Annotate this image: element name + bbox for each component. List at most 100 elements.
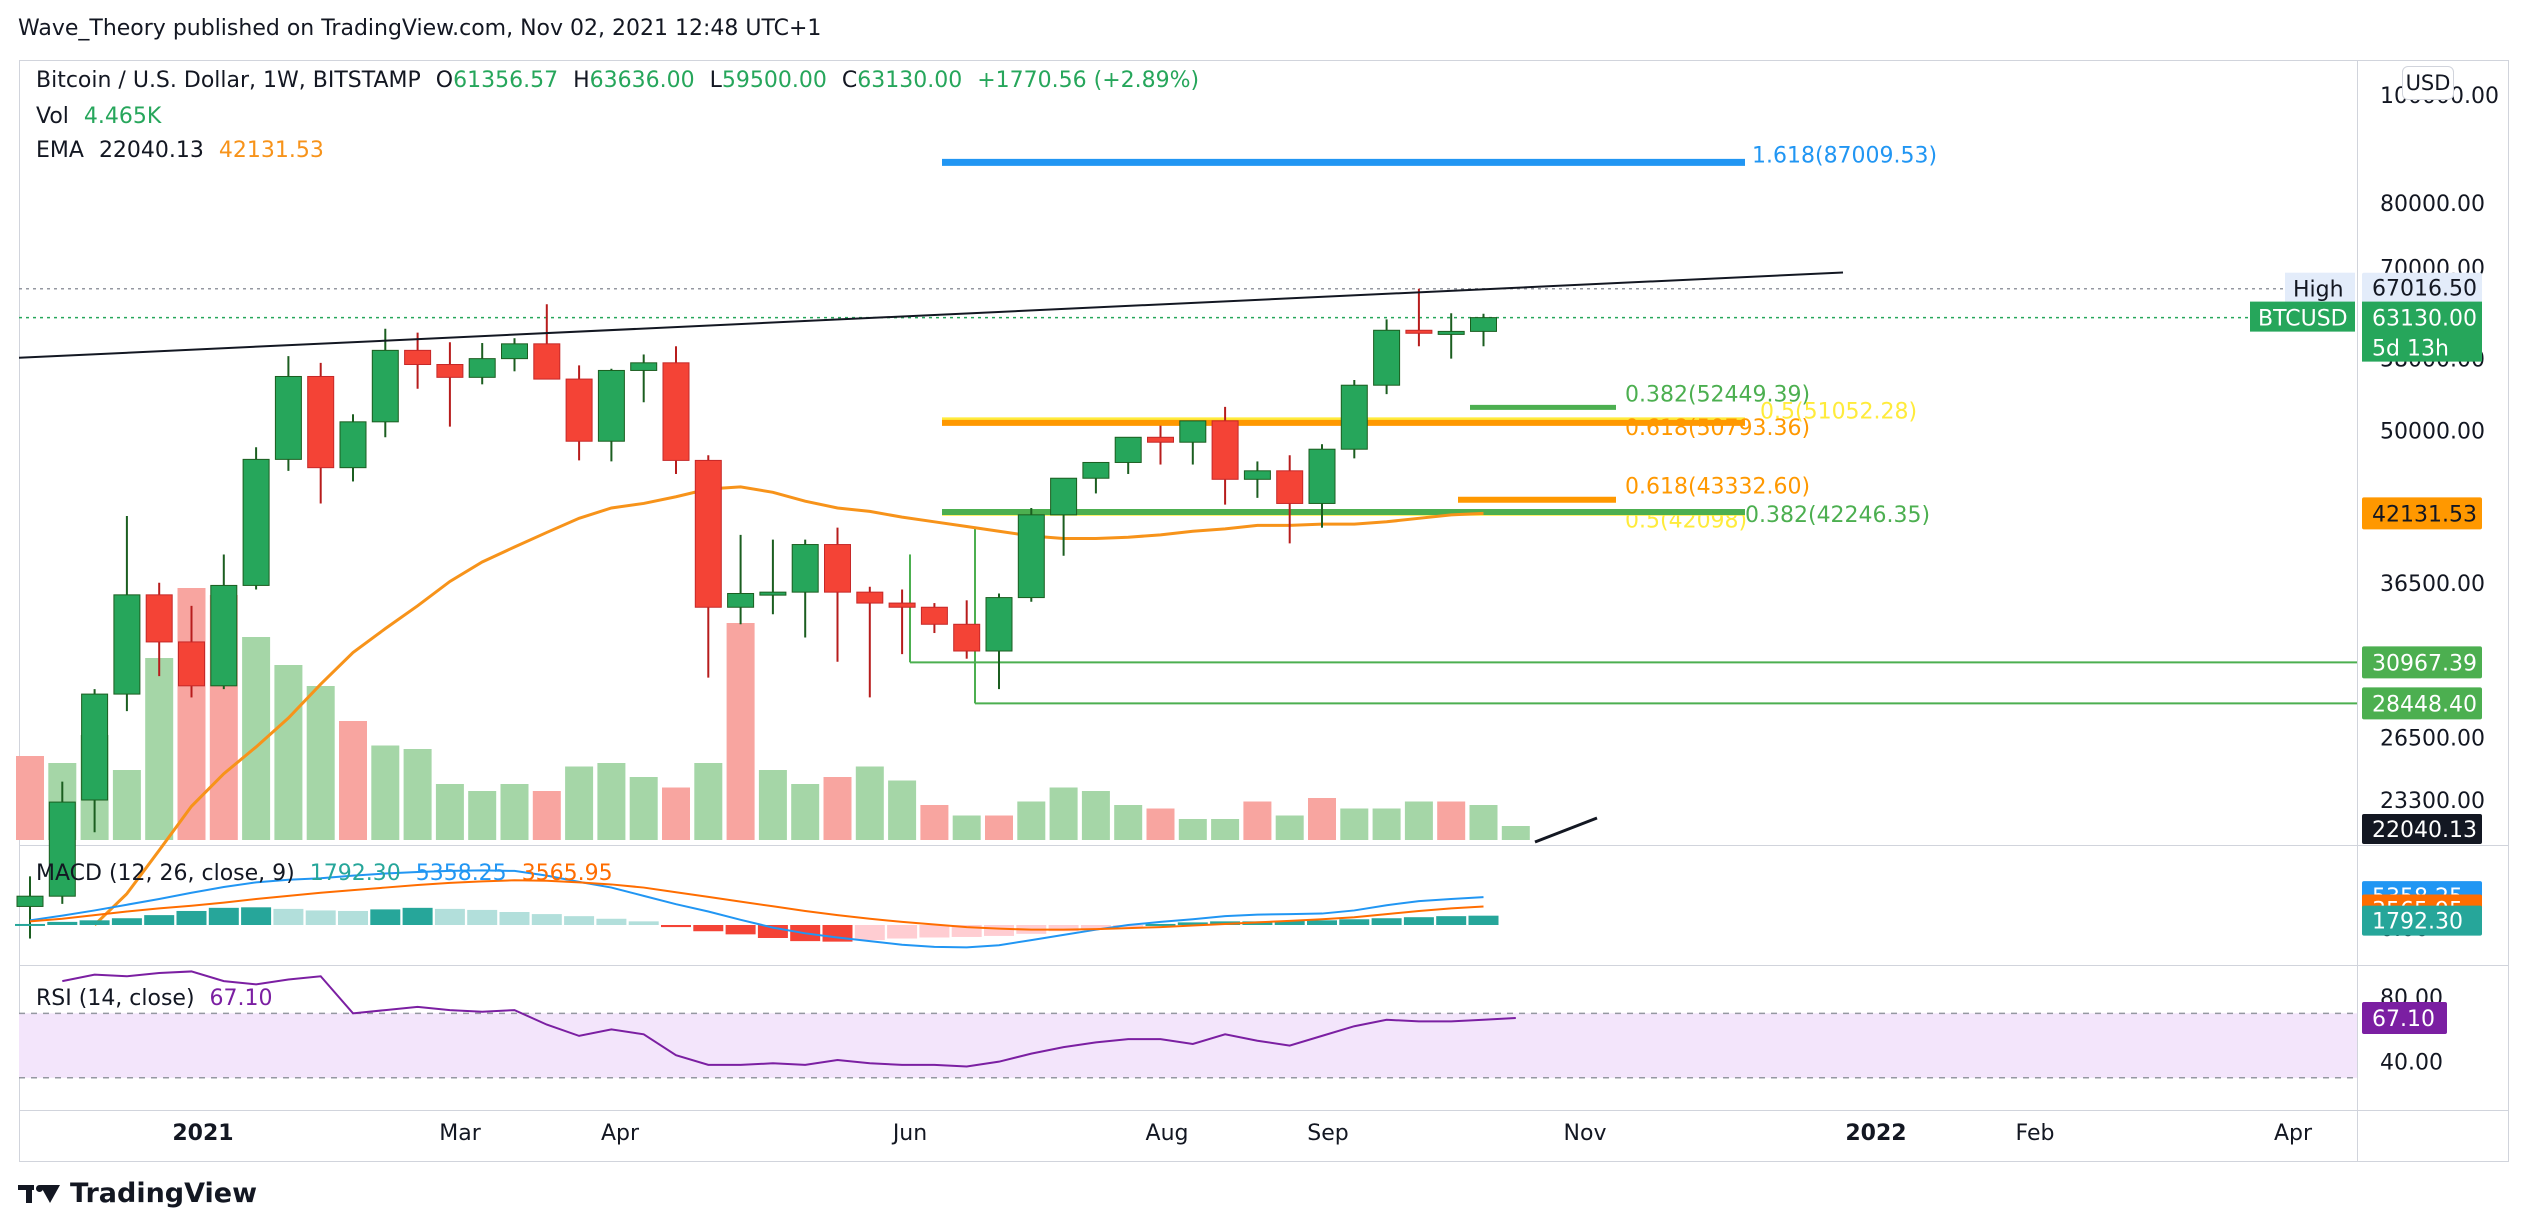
volume-bar (1275, 815, 1304, 840)
candle-body (1470, 317, 1497, 332)
volume-bar (1178, 819, 1207, 840)
candle-body (1308, 448, 1336, 504)
macd-histogram-bar (305, 910, 336, 925)
macd-signal-value: 3565.95 (521, 861, 613, 886)
macd-histogram-bar (111, 918, 142, 925)
change-value: +1770.56 (+2.89%) (977, 68, 1200, 93)
macd-histogram-bar (434, 908, 465, 925)
macd-line (29, 869, 1484, 949)
macd-legend[interactable]: MACD (12, 26, close, 9) 1792.30 5358.25 … (36, 861, 621, 886)
rsi-tag-box (2362, 1002, 2447, 1035)
trendline (18, 271, 1844, 359)
low-label: L (709, 68, 722, 93)
high-value: 63636.00 (589, 68, 695, 93)
rsi-label: RSI (14, close) (36, 986, 195, 1011)
candle-body (468, 358, 496, 378)
candle-body (1276, 470, 1304, 504)
macd-histogram-bar (15, 923, 45, 926)
macd-histogram-bar (531, 914, 562, 925)
volume-bar (274, 665, 303, 840)
volume-bar (758, 770, 787, 840)
ema-line (93, 485, 1484, 926)
volume-bar (565, 766, 594, 840)
volume-bar (1017, 801, 1046, 840)
ema-legend[interactable]: EMA 22040.13 42131.53 (36, 138, 332, 163)
tradingview-logo[interactable]: TradingView (18, 1178, 257, 1209)
symbol-title[interactable]: Bitcoin / U.S. Dollar, 1W, BITSTAMP (36, 68, 421, 93)
volume-bar (532, 791, 561, 840)
macd-histogram-bar (273, 908, 304, 925)
price-axis-tick: 80000.00 (2380, 192, 2485, 217)
candle-body (1405, 329, 1433, 334)
candle-body (145, 594, 173, 643)
ema-price-tag-box (2362, 497, 2482, 530)
time-axis-label: Mar (439, 1121, 481, 1146)
volume-bar (597, 763, 626, 840)
time-axis-label: Feb (2016, 1121, 2055, 1146)
symbol-label-box (2250, 301, 2355, 332)
candle-body (1017, 514, 1045, 599)
candle-body (1211, 420, 1239, 480)
ema-price-tag-text: 42131.53 (2372, 502, 2477, 527)
vol-value: 4.465K (83, 104, 162, 129)
macd-histogram-bar (1371, 918, 1402, 925)
volume-bar (823, 777, 852, 840)
pane-separator-macd (19, 845, 2509, 846)
macd-histogram-bar (693, 925, 724, 932)
rsi-legend-value: 67.10 (209, 986, 273, 1011)
macd-histogram-bar (661, 925, 691, 928)
macd-signal-line (29, 879, 1484, 931)
candle-body (81, 693, 109, 801)
rsi-legend[interactable]: RSI (14, close) 67.10 (36, 986, 281, 1011)
volume-bar (500, 784, 529, 840)
price-axis-divider (2357, 60, 2358, 1162)
close-value: 63130.00 (857, 68, 963, 93)
macd-histogram-bar (1145, 923, 1176, 926)
fib-level-label: 0.382(52449.39) (1625, 382, 1810, 407)
fib-level-label: 0.618(50793.36) (1625, 416, 1810, 441)
macd-histogram-bar (1274, 920, 1305, 925)
vol-label: Vol (36, 104, 69, 129)
macd-hist-tag-text: 1792.30 (2372, 910, 2463, 935)
candle-body (920, 606, 948, 625)
volume-bar (662, 787, 690, 840)
candle-body (759, 591, 787, 596)
symbol-label-text: BTCUSD (2258, 307, 2348, 332)
macd-histogram-bar (370, 909, 401, 925)
currency-button[interactable]: USD (2402, 66, 2454, 100)
macd-histogram-bar (1048, 925, 1079, 932)
volume-legend[interactable]: Vol 4.465K (36, 104, 169, 129)
macd-histogram-bar (1177, 922, 1208, 925)
volume-bar (726, 623, 755, 840)
volume-bar (403, 749, 432, 840)
candle-body (694, 459, 722, 608)
macd-histogram-bar (241, 907, 272, 925)
candle-body (274, 375, 302, 460)
candle-body (1082, 461, 1110, 479)
macd-label: MACD (12, 26, close, 9) (36, 861, 295, 886)
macd-histogram-bar (725, 925, 756, 935)
candle-body (242, 458, 270, 586)
macd-histogram-bar (208, 907, 239, 925)
publisher-caption: Wave_Theory published on TradingView.com… (18, 16, 822, 41)
volume-bar (16, 756, 44, 840)
support-tag-1-text: 30967.39 (2372, 651, 2477, 676)
countdown-tag-text: 5d 13h (2372, 337, 2449, 362)
macd-histogram-bar (854, 925, 885, 941)
volume-bar (1469, 805, 1498, 840)
price-axis-tick: 26500.00 (2380, 727, 2485, 752)
volume-bar (371, 745, 400, 840)
volume-bar (1146, 808, 1175, 840)
support-tag-1-box (2362, 646, 2482, 679)
time-axis-label: Jun (891, 1121, 927, 1146)
macd-histogram-bar (887, 925, 918, 939)
time-axis-label: Apr (2274, 1121, 2313, 1146)
high-label-box (2285, 272, 2355, 303)
last-price-tag-text: 63130.00 (2372, 307, 2477, 332)
candle-body (630, 362, 658, 371)
macd-histogram-bar (402, 907, 433, 925)
macd-histogram-bar (499, 912, 530, 925)
support-tag-2-text: 28448.40 (2372, 692, 2477, 717)
